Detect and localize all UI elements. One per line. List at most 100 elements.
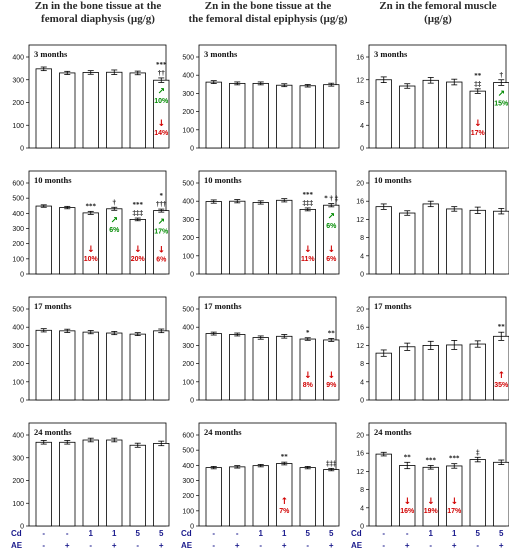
- group-row-label-cd-0: Cd: [11, 529, 22, 538]
- bar-11-0: [375, 453, 392, 527]
- significance-3-2-1: ‡‡‡: [133, 209, 144, 217]
- bar-0-2: [82, 72, 99, 149]
- red-percent-11-0: 16%: [400, 508, 415, 515]
- bar-9-4: [129, 444, 146, 527]
- red-percent-10-0: 7%: [279, 508, 290, 515]
- group-value-ae-0-4: -: [136, 541, 139, 550]
- green-percent-0-0: 10%: [154, 98, 169, 105]
- bar-7-5: [323, 339, 340, 401]
- ytick-label-10-1: 100: [182, 508, 194, 515]
- ytick-label-9-3: 300: [12, 455, 24, 462]
- group-value-cd-1-1: -: [236, 529, 239, 538]
- bar-10-4: [299, 467, 316, 527]
- group-value-ae-2-5: +: [499, 541, 504, 550]
- bar-11-1: [399, 465, 416, 527]
- red-down-arrow-icon: ↓: [304, 245, 312, 255]
- bar-5-1: [399, 212, 416, 275]
- bar-2-0: [375, 79, 392, 149]
- ytick-label-0-0: 0: [20, 146, 24, 153]
- red-percent-4-1: 6%: [326, 256, 337, 263]
- bar-1-1: [229, 82, 246, 149]
- ytick-label-9-2: 200: [12, 478, 24, 485]
- ytick-label-3-1: 100: [12, 256, 24, 263]
- red-down-arrow-icon: ↓: [157, 246, 165, 256]
- group-value-ae-1-2: -: [259, 541, 262, 550]
- group-value-cd-2-0: -: [382, 529, 385, 538]
- bar-10-1: [229, 466, 246, 527]
- ytick-label-7-2: 200: [182, 361, 194, 368]
- green-percent-4-1: 6%: [326, 223, 337, 230]
- bar-6-0: [35, 329, 52, 401]
- ytick-label-7-3: 300: [182, 343, 194, 350]
- ytick-label-8-0: 0: [360, 398, 364, 405]
- bar-0-0: [35, 68, 52, 149]
- bar-11-5: [493, 461, 509, 527]
- group-value-ae-0-5: +: [159, 541, 164, 550]
- red-percent-0-0: 14%: [154, 130, 169, 137]
- bar-1-0: [205, 81, 222, 149]
- ytick-label-3-6: 600: [12, 181, 24, 188]
- bar-8-4: [469, 343, 486, 401]
- bar-1-2: [252, 82, 269, 149]
- ytick-label-3-5: 500: [12, 196, 24, 203]
- ytick-label-8-1: 4: [360, 379, 364, 386]
- group-value-cd-1-3: 1: [282, 529, 287, 538]
- bar-8-2: [422, 344, 439, 401]
- bar-3-2: [82, 212, 99, 275]
- ytick-label-5-2: 8: [360, 235, 364, 242]
- ytick-label-7-0: 0: [190, 398, 194, 405]
- ytick-label-4-4: 400: [182, 199, 194, 206]
- bar-7-0: [205, 333, 222, 401]
- significance-11-0-0: **: [404, 453, 412, 461]
- ytick-label-8-2: 8: [360, 361, 364, 368]
- ytick-label-8-5: 20: [356, 307, 364, 314]
- group-value-ae-0-2: -: [89, 541, 92, 550]
- red-percent-3-3: 6%: [156, 257, 167, 264]
- bar-4-2: [252, 202, 269, 275]
- ytick-label-11-4: 16: [356, 451, 364, 458]
- ytick-label-2-4: 16: [356, 55, 364, 62]
- bar-6-5: [153, 330, 170, 401]
- significance-2-1-0: †: [500, 71, 504, 79]
- group-value-ae-0-1: +: [65, 541, 70, 550]
- ytick-label-6-3: 300: [12, 343, 24, 350]
- ytick-label-11-0: 0: [360, 524, 364, 531]
- significance-2-0-1: ‡‡: [474, 80, 482, 88]
- ytick-label-4-3: 300: [182, 217, 194, 224]
- ytick-label-7-5: 500: [182, 307, 194, 314]
- bar-4-0: [205, 201, 222, 275]
- bar-6-4: [129, 333, 146, 401]
- bar-2-3: [446, 81, 463, 149]
- group-row-label-ae-0: AE: [11, 541, 23, 550]
- green-percent-3-1: 6%: [109, 227, 120, 234]
- period-label-8: 17 months: [374, 301, 412, 311]
- ytick-label-0-3: 300: [12, 77, 24, 84]
- bar-10-5: [323, 469, 340, 527]
- period-label-1: 3 months: [204, 49, 238, 59]
- bar-4-4: [299, 208, 316, 275]
- ytick-label-8-4: 16: [356, 325, 364, 332]
- ytick-label-6-1: 100: [12, 379, 24, 386]
- bar-5-2: [422, 203, 439, 275]
- red-percent-2-0: 17%: [471, 130, 486, 137]
- period-label-0: 3 months: [34, 49, 68, 59]
- bar-4-1: [229, 200, 246, 275]
- ytick-label-6-4: 400: [12, 325, 24, 332]
- bar-8-5: [493, 335, 509, 401]
- ytick-label-8-3: 12: [356, 343, 364, 350]
- red-down-arrow-icon: ↓: [474, 119, 482, 129]
- group-row-label-cd-2: Cd: [351, 529, 362, 538]
- significance-7-1-0: **: [328, 329, 336, 337]
- red-percent-7-0: 8%: [303, 382, 314, 389]
- ytick-label-7-4: 400: [182, 325, 194, 332]
- period-label-5: 10 months: [374, 175, 412, 185]
- red-up-arrow-icon: ↑: [280, 497, 288, 507]
- significance-10-0-0: **: [281, 453, 289, 461]
- red-down-arrow-icon: ↓: [327, 245, 335, 255]
- bar-6-1: [59, 330, 76, 401]
- group-value-ae-1-4: -: [306, 541, 309, 550]
- ytick-label-5-5: 20: [356, 181, 364, 188]
- green-arrow-icon: ↗: [327, 212, 335, 222]
- red-down-arrow-icon: ↓: [450, 497, 458, 507]
- group-value-cd-2-5: 5: [499, 529, 504, 538]
